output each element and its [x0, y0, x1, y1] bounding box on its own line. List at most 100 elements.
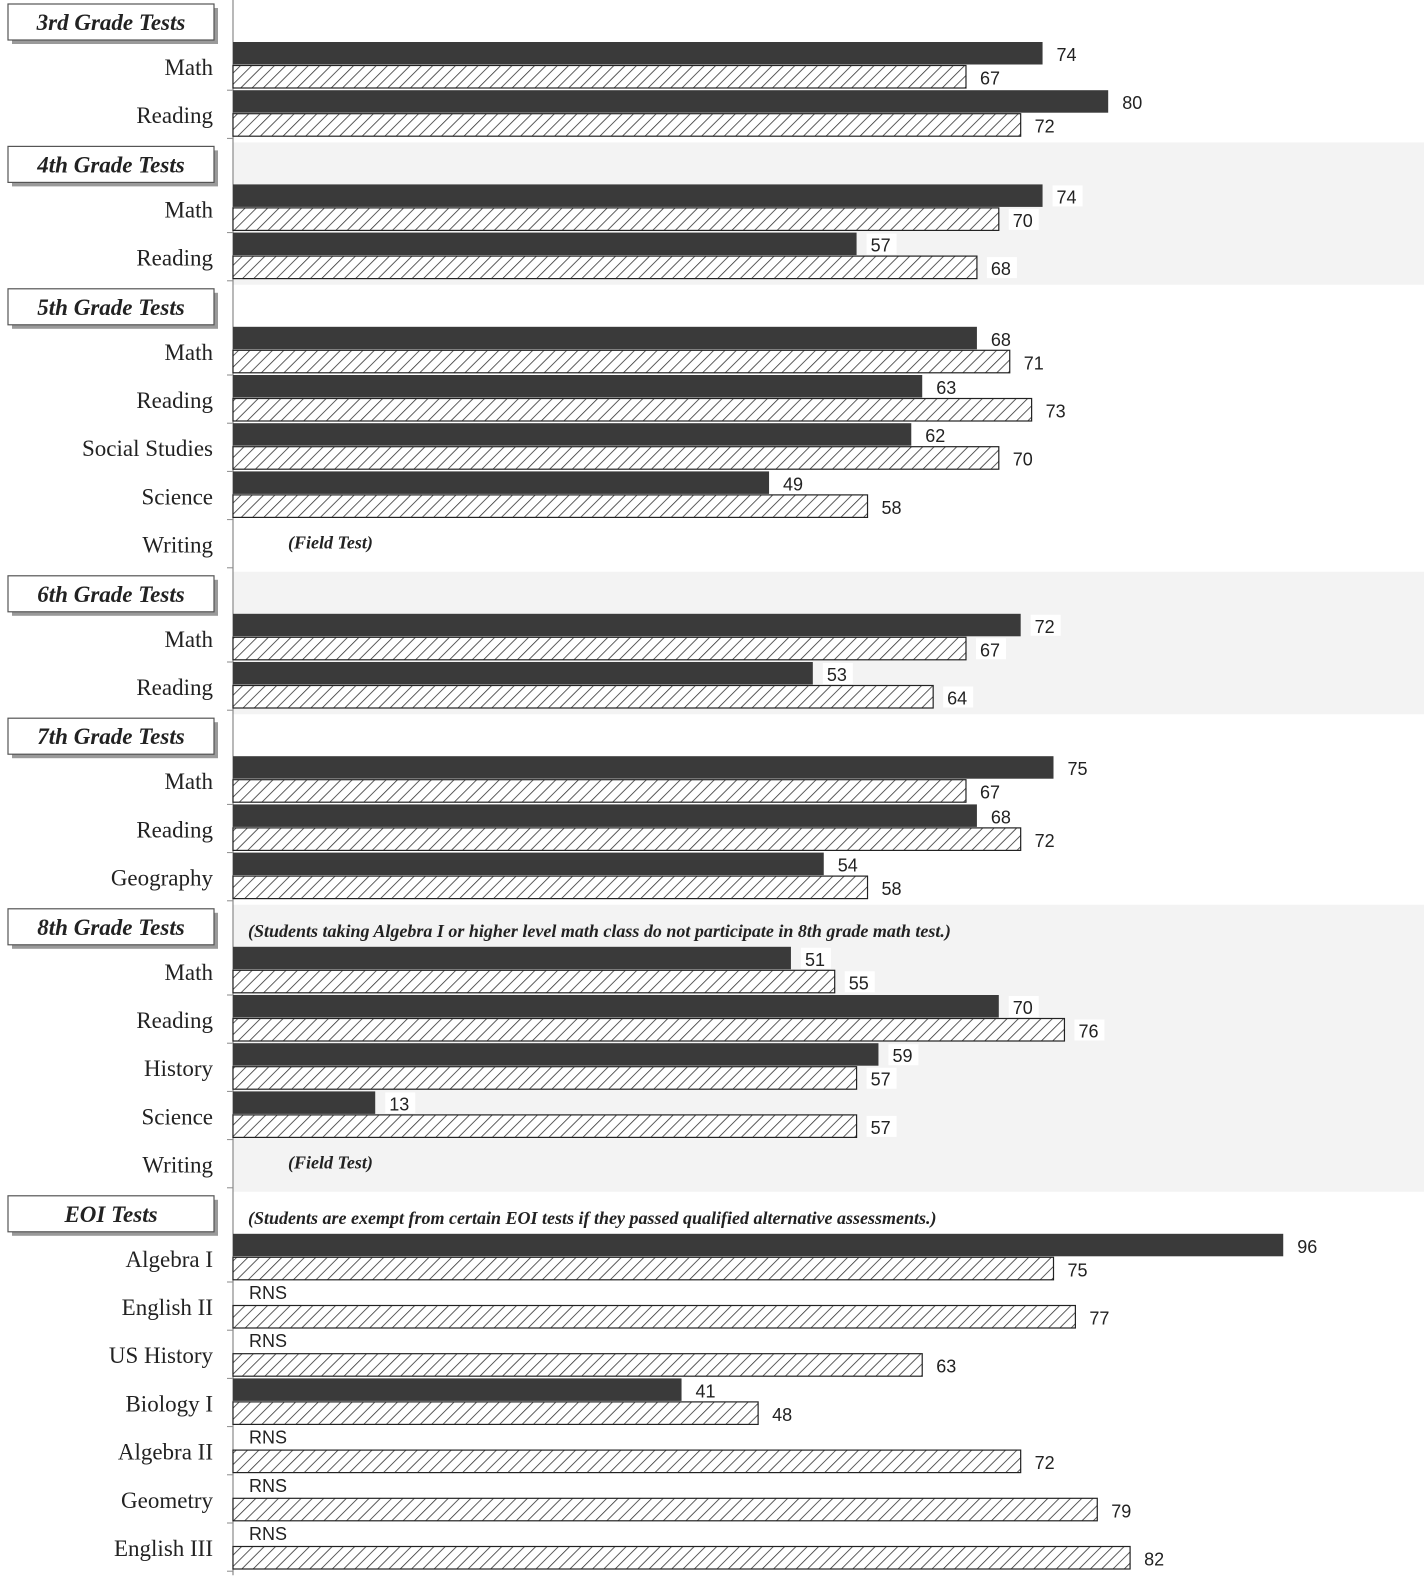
- value-label-series-1: 41: [696, 1381, 716, 1401]
- value-label-series-2: 55: [849, 973, 869, 993]
- section-header-box: [7, 1195, 215, 1233]
- bar-series-2: [232, 1353, 923, 1377]
- value-label-series-2: 68: [991, 259, 1011, 279]
- section-header-box: [7, 3, 215, 41]
- value-label-bg: [986, 805, 1017, 827]
- bar-series-2: [232, 1497, 1098, 1522]
- value-label-series-2: 73: [1046, 402, 1066, 422]
- value-label-series-2: 72: [1035, 1453, 1055, 1473]
- value-label-bg: [1063, 1258, 1094, 1280]
- bar-series-2: [232, 349, 1011, 374]
- bar-series-2: [232, 207, 1000, 231]
- value-label-bg: [943, 686, 974, 708]
- value-label-bg: [932, 1354, 963, 1376]
- value-label-series-1: 63: [936, 378, 956, 398]
- value-label-series-2: 57: [871, 1070, 891, 1090]
- section-header-box: [7, 908, 215, 946]
- section-header-box: [7, 717, 215, 755]
- bar-series-1: [233, 1378, 682, 1401]
- value-label-series-2: 76: [1078, 1022, 1098, 1042]
- category-label: History: [144, 1056, 214, 1081]
- bar-series-1: [233, 804, 977, 827]
- value-label-series-1: RNS: [249, 1476, 287, 1496]
- bar-series-2: [232, 1545, 1131, 1570]
- value-label-bg: [800, 947, 831, 969]
- category-label: Reading: [136, 817, 213, 842]
- bar-series-1: [233, 184, 1043, 207]
- value-label-bg: [1063, 757, 1094, 779]
- value-label-bg: [888, 1044, 919, 1066]
- category-label: Reading: [136, 1008, 213, 1033]
- section-header-box: [7, 288, 215, 326]
- category-label: Writing: [142, 533, 213, 558]
- value-label-series-1: 57: [871, 236, 891, 256]
- value-label-bg: [1030, 114, 1061, 136]
- value-label-bg: [877, 495, 908, 517]
- value-label-bg: [1030, 1451, 1061, 1473]
- bar-series-1: [233, 756, 1054, 779]
- value-label-bg: [1041, 399, 1072, 421]
- value-label-bg: [877, 877, 908, 899]
- bar-series-2: [232, 875, 869, 900]
- value-label-series-1: 13: [389, 1094, 409, 1114]
- value-label-bg: [975, 638, 1006, 660]
- bar-series-2: [232, 1304, 1076, 1329]
- value-label-bg: [779, 472, 810, 494]
- category-label: Geometry: [121, 1488, 213, 1513]
- value-label-series-1: 72: [1035, 617, 1055, 637]
- value-label-series-1: 49: [783, 474, 803, 494]
- section-headers: 3rd Grade Tests 4th Grade Tests 5th Grade …: [7, 3, 218, 1236]
- bar-series-1: [233, 852, 824, 876]
- section-header-title: 3rd Grade Tests: [36, 10, 186, 35]
- value-label-series-1: RNS: [249, 1428, 287, 1448]
- category-label: English III: [114, 1536, 213, 1561]
- category-labels: Math Reading Math Reading Math Reading Social …: [82, 55, 213, 1561]
- category-label: Reading: [136, 246, 213, 271]
- bar-series-1: [233, 232, 857, 256]
- value-label-series-2: 71: [1024, 353, 1044, 373]
- value-label-series-2: 67: [980, 783, 1000, 803]
- category-label: Math: [164, 960, 213, 985]
- value-label-bg: [1008, 996, 1039, 1017]
- category-label: Algebra I: [126, 1247, 214, 1272]
- category-label: Reading: [136, 388, 213, 413]
- bar-series-2: [232, 1449, 1022, 1474]
- bar-series-2: [232, 1066, 858, 1090]
- value-label-series-1: 70: [1013, 998, 1033, 1018]
- value-label-bg: [921, 424, 952, 446]
- value-label-series-2: 58: [882, 498, 902, 518]
- bar-series-1: [233, 471, 770, 494]
- value-label-bg: [822, 663, 853, 684]
- axis-ticks: [227, 89, 233, 1572]
- category-label: Reading: [136, 675, 213, 700]
- bar-series-1: [233, 423, 912, 446]
- row-note: (Field Test): [288, 533, 373, 554]
- section-header-title: 5th Grade Tests: [37, 295, 184, 320]
- value-label-series-2: 64: [947, 689, 967, 709]
- section-note: (Students are exempt from certain EOI te…: [248, 1208, 936, 1229]
- value-label-series-2: 58: [882, 879, 902, 899]
- value-label-bg: [866, 1067, 897, 1089]
- bar-series-1: [233, 995, 999, 1018]
- value-label-bg: [768, 1402, 799, 1424]
- value-label-bg: [1019, 351, 1050, 373]
- bar-series-1: [233, 42, 1043, 65]
- value-label-bg: [986, 327, 1017, 349]
- value-label-bg: [1030, 828, 1061, 850]
- value-label-bg: [1052, 185, 1083, 207]
- category-label: Social Studies: [82, 436, 213, 461]
- section-header-title: 4th Grade Tests: [36, 152, 184, 177]
- value-label-series-2: 77: [1089, 1309, 1109, 1329]
- bar-series-2: [232, 684, 934, 709]
- value-label-series-1: 96: [1297, 1237, 1317, 1257]
- value-label-bg: [844, 971, 875, 993]
- value-label-bg: [1052, 43, 1083, 64]
- section-header-title: 8th Grade Tests: [37, 915, 184, 940]
- section-header-title: 7th Grade Tests: [37, 724, 184, 749]
- value-label-series-1: 68: [991, 807, 1011, 827]
- category-label: Writing: [142, 1153, 213, 1178]
- bar-series-1: [233, 1043, 879, 1066]
- category-label: Biology I: [125, 1391, 213, 1416]
- bar-series-2: [232, 113, 1022, 137]
